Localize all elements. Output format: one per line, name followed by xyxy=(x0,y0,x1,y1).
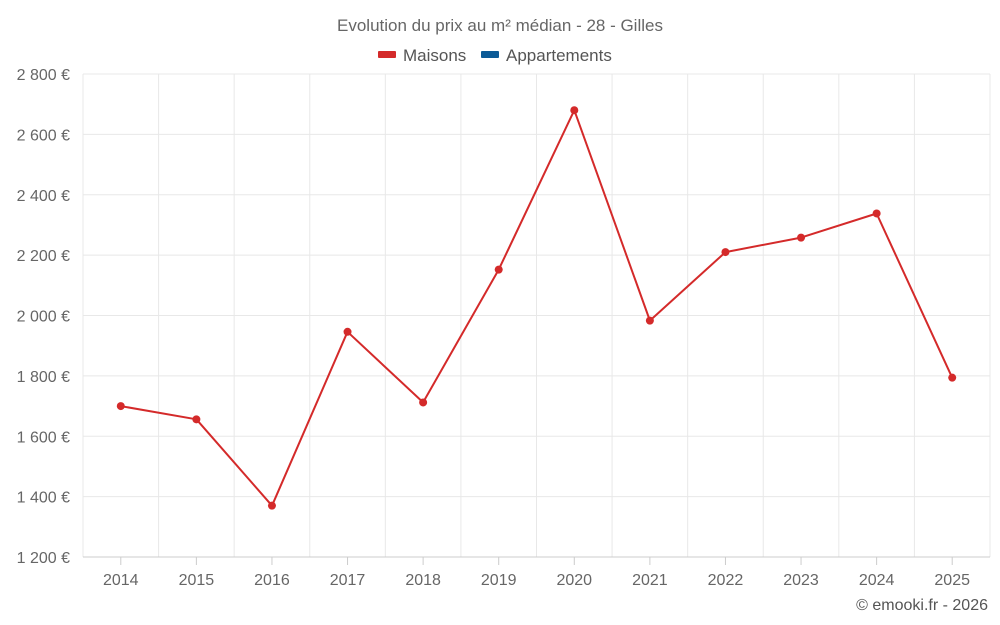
x-tick-label: 2021 xyxy=(632,572,668,589)
x-tick-label: 2020 xyxy=(556,572,592,589)
y-axis: 1 200 € 1 400 € 1 600 € 1 800 € 2 000 € 2 200… xyxy=(17,67,70,567)
x-tick-label: 2014 xyxy=(103,572,139,589)
legend-item-maisons[interactable]: Maisons xyxy=(378,46,466,65)
data-point[interactable] xyxy=(494,265,503,274)
credit-text: © emooki.fr - 2026 xyxy=(856,597,988,614)
y-tick-label: 2 800 € xyxy=(17,67,70,84)
data-point[interactable] xyxy=(948,373,957,382)
legend-item-appartements[interactable]: Appartements xyxy=(481,46,612,65)
x-tick-label: 2015 xyxy=(179,572,215,589)
data-point[interactable] xyxy=(343,327,352,336)
legend: Maisons Appartements xyxy=(378,46,612,65)
y-tick-label: 2 200 € xyxy=(17,248,70,265)
y-tick-label: 1 400 € xyxy=(17,490,70,507)
data-point[interactable] xyxy=(645,316,654,325)
legend-label-maisons: Maisons xyxy=(403,46,466,65)
series-maisons xyxy=(116,106,957,510)
x-tick-label: 2025 xyxy=(934,572,970,589)
x-tick-label: 2017 xyxy=(330,572,366,589)
data-point[interactable] xyxy=(797,233,806,242)
chart-title: Evolution du prix au m² médian - 28 - Gi… xyxy=(337,16,663,35)
y-tick-label: 2 000 € xyxy=(17,309,70,326)
x-tick-label: 2022 xyxy=(708,572,744,589)
y-tick-label: 2 400 € xyxy=(17,188,70,205)
x-tick-label: 2018 xyxy=(405,572,441,589)
legend-swatch-maisons xyxy=(378,51,396,58)
x-tick-label: 2023 xyxy=(783,572,819,589)
data-point[interactable] xyxy=(570,106,579,115)
data-point[interactable] xyxy=(267,501,276,510)
legend-swatch-appartements xyxy=(481,51,499,58)
data-point[interactable] xyxy=(116,402,125,411)
data-point[interactable] xyxy=(721,248,730,257)
y-tick-label: 1 600 € xyxy=(17,429,70,446)
legend-label-appartements: Appartements xyxy=(506,46,612,65)
y-tick-label: 1 800 € xyxy=(17,369,70,386)
data-point[interactable] xyxy=(192,415,201,424)
y-tick-label: 2 600 € xyxy=(17,127,70,144)
y-tick-label: 1 200 € xyxy=(17,550,70,567)
x-tick-label: 2024 xyxy=(859,572,895,589)
grid xyxy=(82,73,991,558)
x-tick-label: 2019 xyxy=(481,572,517,589)
series-line-maisons xyxy=(120,109,954,507)
x-tick-label: 2016 xyxy=(254,572,290,589)
x-axis: 2014 2015 2016 2017 2018 2019 2020 2021 2022 2023… xyxy=(103,557,970,589)
data-point[interactable] xyxy=(419,398,428,407)
data-point[interactable] xyxy=(872,209,881,218)
